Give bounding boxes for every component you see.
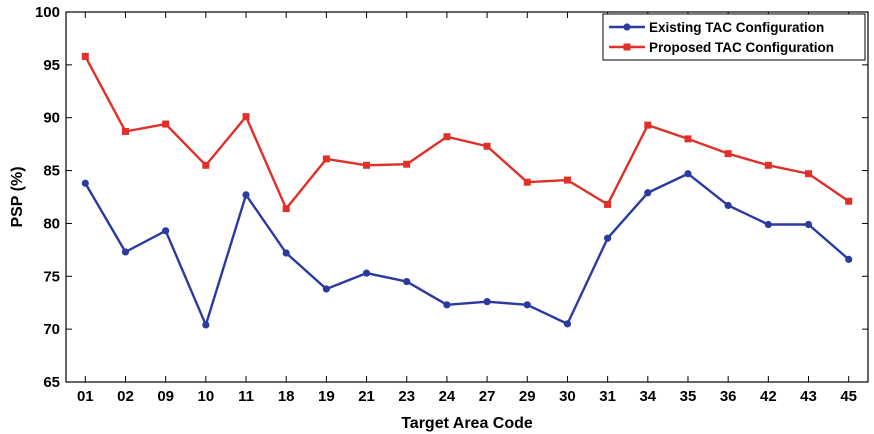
y-tick-label: 95: [43, 57, 60, 74]
data-point-proposed: [764, 161, 772, 169]
data-point-proposed: [81, 52, 89, 60]
legend-marker-existing: [623, 23, 631, 31]
x-tick-label: 35: [680, 388, 697, 405]
y-tick-label: 70: [43, 321, 60, 338]
data-point-existing: [322, 285, 330, 293]
data-point-proposed: [644, 121, 652, 129]
x-tick-label: 18: [278, 388, 295, 405]
legend-label-existing: Existing TAC Configuration: [649, 20, 824, 35]
x-tick-label: 29: [519, 388, 536, 405]
x-tick-label: 30: [559, 388, 576, 405]
data-point-proposed: [845, 197, 853, 205]
x-axis-ticks: 01 02 09 10 11 18 19 21 23 24 27 29 30 31 34 35 36 42 43 45: [77, 12, 857, 405]
x-tick-label: 21: [358, 388, 375, 405]
y-tick-label: 100: [35, 4, 60, 21]
data-point-existing: [403, 277, 411, 286]
x-tick-label: 11: [238, 388, 254, 405]
data-point-proposed: [483, 142, 491, 150]
x-tick-label: 09: [157, 388, 174, 405]
data-point-existing: [644, 189, 652, 197]
data-point-existing: [202, 321, 210, 329]
x-axis-label: Target Area Code: [401, 415, 533, 432]
data-point-existing: [804, 220, 813, 229]
x-tick-label: 24: [439, 388, 456, 405]
series-line-existing: [84, 172, 850, 327]
x-tick-label: 43: [800, 388, 817, 405]
y-tick-label: 80: [43, 215, 60, 232]
y-axis-ticks: 65 70 75 80 85 90 95 100: [35, 4, 868, 391]
data-point-proposed: [403, 160, 411, 168]
series-line-proposed: [84, 55, 850, 210]
data-point-existing: [362, 269, 371, 277]
data-point-proposed: [443, 133, 451, 141]
data-point-existing: [121, 248, 130, 256]
data-point-proposed: [121, 127, 129, 135]
y-tick-label: 85: [43, 163, 60, 180]
x-tick-label: 10: [197, 388, 214, 405]
data-point-existing: [684, 170, 692, 178]
x-tick-label: 19: [318, 388, 335, 405]
legend-marker-proposed: [623, 43, 631, 51]
data-point-proposed: [684, 135, 692, 143]
x-tick-label: 23: [398, 388, 415, 405]
data-point-proposed: [162, 120, 170, 128]
legend-box: [602, 13, 866, 61]
x-tick-label: 42: [760, 388, 777, 405]
data-point-existing: [764, 220, 772, 229]
data-point-existing: [282, 249, 290, 257]
data-point-proposed: [604, 200, 612, 208]
y-tick-label: 90: [43, 110, 60, 127]
data-point-existing: [242, 191, 250, 199]
data-point-existing: [563, 320, 572, 328]
data-point-existing: [523, 301, 531, 309]
legend-label-proposed: Proposed TAC Configuration: [649, 40, 834, 55]
data-point-existing: [81, 179, 89, 187]
data-point-proposed: [363, 161, 371, 169]
plot-area: [65, 11, 869, 383]
x-tick-label: 34: [639, 388, 656, 405]
x-tick-label: 45: [840, 388, 857, 405]
data-point-existing: [162, 227, 170, 235]
data-point-existing: [483, 298, 491, 306]
data-point-proposed: [724, 150, 732, 158]
data-point-existing: [604, 234, 612, 242]
x-tick-label: 01: [77, 388, 94, 405]
data-point-proposed: [805, 170, 813, 178]
y-tick-label: 65: [43, 374, 60, 391]
data-point-proposed: [563, 176, 571, 184]
x-tick-label: 02: [117, 388, 134, 405]
y-tick-label: 75: [43, 268, 60, 285]
data-point-existing: [845, 255, 853, 263]
x-tick-label: 31: [599, 388, 616, 405]
series-layer: [81, 52, 853, 329]
data-point-proposed: [202, 161, 210, 169]
x-tick-label: 36: [720, 388, 737, 405]
data-point-proposed: [242, 113, 250, 121]
data-point-proposed: [523, 178, 531, 186]
x-tick-label: 27: [479, 388, 496, 405]
legend: Existing TAC Configuration Proposed TAC …: [602, 13, 866, 61]
y-axis-label: PSP (%): [9, 166, 26, 227]
data-point-proposed: [322, 155, 330, 163]
data-point-proposed: [282, 205, 290, 213]
data-point-existing: [724, 201, 732, 210]
data-point-existing: [443, 301, 451, 309]
